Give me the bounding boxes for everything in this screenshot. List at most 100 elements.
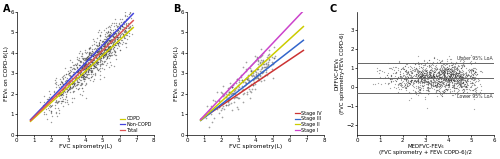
Point: [51, 101, 59, 103]
Point: [238, 92, 246, 95]
Point: [100, 41, 108, 43]
Point: [224, 86, 232, 89]
Point: [446, 79, 454, 81]
Point: [234, 84, 241, 86]
Point: [95, 58, 103, 61]
Point: [434, 89, 442, 92]
Point: [107, 29, 115, 31]
Point: [460, 77, 468, 80]
Point: [88, 61, 96, 63]
Point: [440, 75, 448, 78]
Point: [433, 83, 441, 86]
Point: [82, 76, 90, 78]
Point: [422, 92, 430, 95]
Point: [72, 75, 80, 77]
Point: [82, 73, 90, 75]
Point: [414, 72, 422, 74]
Point: [458, 82, 466, 84]
Point: [408, 79, 416, 81]
Point: [78, 82, 86, 85]
Point: [100, 57, 108, 59]
Point: [460, 87, 468, 90]
Point: [92, 44, 100, 46]
Point: [444, 67, 452, 70]
Point: [109, 42, 117, 45]
Point: [104, 36, 112, 39]
Point: [106, 26, 114, 29]
Point: [422, 69, 430, 72]
Point: [82, 62, 90, 65]
Point: [83, 65, 91, 67]
Point: [89, 38, 97, 40]
Point: [388, 78, 396, 80]
Point: [426, 59, 434, 62]
Point: [440, 75, 448, 77]
Point: [434, 71, 442, 73]
Point: [454, 84, 462, 86]
Point: [394, 60, 402, 63]
Point: [92, 61, 100, 64]
Point: [110, 50, 118, 52]
Point: [92, 56, 100, 59]
Point: [454, 82, 462, 84]
Point: [457, 82, 465, 84]
Point: [84, 71, 92, 73]
Point: [100, 49, 108, 52]
Point: [445, 65, 453, 68]
Point: [456, 83, 464, 86]
Point: [61, 76, 69, 79]
Point: [42, 108, 50, 110]
Point: [58, 93, 66, 95]
Point: [440, 69, 448, 72]
Point: [440, 70, 448, 73]
Point: [104, 47, 112, 50]
Point: [406, 70, 413, 73]
Point: [470, 107, 478, 110]
Point: [116, 35, 124, 38]
Point: [470, 98, 478, 100]
Point: [436, 73, 444, 75]
Point: [70, 83, 78, 85]
Point: [222, 104, 230, 106]
Point: [460, 88, 468, 91]
Point: [264, 54, 272, 57]
Point: [68, 79, 76, 81]
Point: [448, 93, 456, 96]
Point: [443, 89, 451, 91]
Point: [456, 76, 464, 79]
Point: [252, 67, 260, 70]
Point: [72, 63, 80, 66]
Point: [58, 82, 66, 85]
Point: [468, 76, 476, 79]
Point: [268, 67, 276, 70]
Point: [407, 77, 415, 79]
Point: [89, 55, 97, 57]
Point: [112, 36, 120, 38]
Point: [95, 42, 103, 45]
Point: [104, 35, 112, 38]
Point: [438, 65, 446, 67]
Point: [458, 77, 466, 80]
Point: [446, 78, 454, 80]
Point: [436, 76, 444, 78]
Point: [86, 56, 94, 59]
Point: [244, 74, 252, 76]
Point: [93, 54, 101, 56]
Point: [207, 113, 215, 115]
Point: [424, 77, 432, 80]
Point: [420, 79, 428, 81]
Point: [402, 82, 409, 85]
Point: [424, 69, 432, 72]
Point: [416, 87, 424, 89]
Point: [436, 76, 444, 79]
Point: [98, 67, 106, 69]
Point: [420, 75, 428, 78]
Point: [120, 14, 128, 17]
Point: [103, 55, 111, 58]
Point: [386, 76, 394, 79]
Point: [456, 85, 464, 88]
Point: [403, 85, 411, 87]
Point: [432, 68, 440, 70]
Point: [402, 87, 410, 89]
Point: [440, 79, 448, 82]
